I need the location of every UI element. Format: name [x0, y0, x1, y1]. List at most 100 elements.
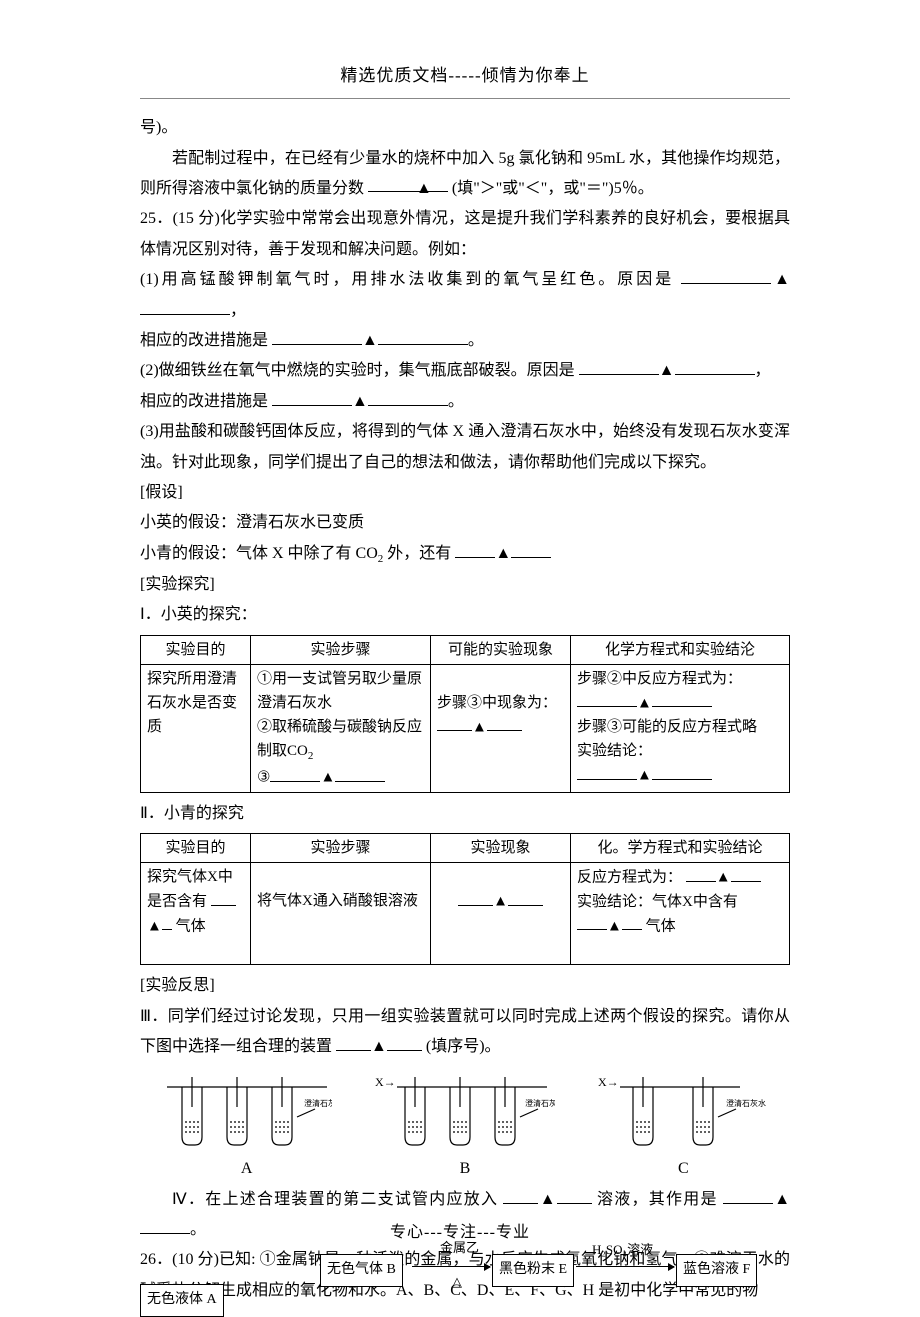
- q25-2a-text: (2)做细铁丝在氧气中燃烧的实验时，集气瓶底部破裂。原因是: [140, 362, 575, 379]
- blank-sec4b-l: [723, 1186, 773, 1204]
- diagram-a: 澄清石灰水 A: [162, 1072, 332, 1184]
- blank-t1c4c-r: [652, 763, 712, 780]
- blank-t2c1-r: [162, 914, 172, 931]
- annot-a: 澄清石灰水: [304, 1098, 332, 1108]
- para-config: 若配制过程中，在已经有少量水的烧杯中加入 5g 氯化钠和 95mL 水，其他操作…: [140, 144, 790, 205]
- x-arrow-b: X→: [375, 1075, 396, 1089]
- blank-25-1b-r: [378, 327, 468, 345]
- t1-c2: ①用一支试管另取少量原澄清石灰水 ②取稀硫酸与碳酸钠反应制取CO2 ③▲: [251, 664, 431, 792]
- config-text-b: (填"＞"或"＜"，或"＝")5％。: [452, 180, 654, 197]
- blank-t2c4a-l: [686, 865, 716, 882]
- q25-2b: 相应的改进措施是 ▲。: [140, 387, 790, 417]
- tri-2a: ▲: [659, 362, 675, 379]
- annot-b: 澄清石灰水: [525, 1098, 555, 1108]
- tri-sec4a: ▲: [538, 1191, 556, 1208]
- sec4b-text: 溶液，其作用是: [597, 1191, 718, 1208]
- blank-sec4a-l: [503, 1186, 538, 1204]
- diagram-b: X→ 澄清石灰水: [375, 1072, 555, 1184]
- blank-t2c1-l: [211, 889, 236, 906]
- hypo-xq-a: 小青的假设：气体 X 中除了有 CO: [140, 545, 378, 562]
- q25-1a: (1)用高锰酸钾制氧气时，用排水法收集到的氧气呈红色。原因是 ▲，: [140, 265, 790, 326]
- t1-h3: 可能的实验现象: [431, 635, 571, 664]
- t1-c3: 步骤③中现象为： ▲: [431, 664, 571, 792]
- sec4a-text: Ⅳ．在上述合理装置的第二支试管内应放入: [172, 1191, 498, 1208]
- tri-1b: ▲: [362, 332, 378, 349]
- table-2: 实验目的 实验步骤 实验现象 化。学方程式和实验结论 探究气体X中是否含有 ▲ …: [140, 833, 790, 965]
- t1-h2: 实验步骤: [251, 635, 431, 664]
- blank-25-2b-r: [368, 388, 448, 406]
- sec2: Ⅱ．小青的探究: [140, 799, 790, 829]
- hypo-xq: 小青的假设：气体 X 中除了有 CO2 外，还有 ▲: [140, 539, 790, 570]
- tri-sec4b: ▲: [773, 1191, 790, 1208]
- tubes-b-svg: X→ 澄清石灰水: [375, 1072, 555, 1152]
- tri-t2c3: ▲: [493, 894, 508, 910]
- t1-c1: 探究所用澄清石灰水是否变质: [141, 664, 251, 792]
- blank-t1c4a-r: [652, 691, 712, 708]
- blank-t1c3-l: [437, 715, 472, 732]
- t2-c4: 反应方程式为： ▲ 实验结论：气体X中含有 ▲ 气体: [571, 863, 790, 965]
- blank-25-1b-l: [272, 327, 362, 345]
- t1-c4c: 实验结论：: [577, 743, 652, 759]
- t2-h4: 化。学方程式和实验结论: [571, 834, 790, 863]
- q25-1b: 相应的改进措施是 ▲。: [140, 326, 790, 356]
- sec1: Ⅰ．小英的探究：: [140, 600, 790, 630]
- t1-c2c: ③: [257, 770, 270, 786]
- header-rule: [140, 98, 790, 99]
- x-arrow-c: X→: [598, 1075, 619, 1089]
- tri-sec3: ▲: [371, 1038, 387, 1055]
- t2-c3: ▲: [431, 863, 571, 965]
- t1-c2b: ②取稀硫酸与碳酸钠反应制取CO: [257, 719, 422, 759]
- blank-t1c2-r: [335, 765, 385, 782]
- diagram-row: 澄清石灰水 A X→: [140, 1072, 790, 1184]
- hypothesis-title: [假设]: [140, 478, 790, 508]
- sec3: Ⅲ．同学们经过讨论发现，只用一组实验装置就可以同时完成上述两个假设的探究。请你从…: [140, 1002, 790, 1063]
- diagram-c: X→ 澄清石灰水 C: [598, 1072, 768, 1184]
- reflect-title: [实验反思]: [140, 971, 790, 1001]
- t1-c2a: ①用一支试管另取少量原澄清石灰水: [257, 671, 422, 711]
- blank-25-1a-r: [140, 297, 230, 315]
- blank-25-2a-l: [579, 358, 659, 376]
- blank-t2c3-r: [508, 889, 543, 906]
- tri-t1c4c: ▲: [637, 768, 652, 784]
- q25-1a-text: (1)用高锰酸钾制氧气时，用排水法收集到的氧气呈红色。原因是: [140, 271, 674, 288]
- blank-hypo-r: [511, 540, 551, 558]
- blank-t1c4c-l: [577, 763, 637, 780]
- hypo-xq-b: 外，还有: [387, 545, 451, 562]
- sec3-tail: (填序号)。: [426, 1038, 501, 1055]
- tri-t2c1: ▲: [147, 918, 162, 934]
- sub-2: 2: [378, 553, 384, 565]
- t2-c4a: 反应方程式为：: [577, 870, 682, 886]
- blank-25-2b-l: [272, 388, 352, 406]
- flow-arrow-2: [576, 1266, 674, 1267]
- t2-h1: 实验目的: [141, 834, 251, 863]
- blank-25-1a-l: [681, 267, 771, 285]
- blank-sec3-r: [387, 1033, 422, 1051]
- q25-2a: (2)做细铁丝在氧气中燃烧的实验时，集气瓶底部破裂。原因是 ▲，: [140, 356, 790, 386]
- blank-t1c4a-l: [577, 691, 637, 708]
- flowchart: 无色液体 A 无色气体 B 金属乙 △ 黑色粉末 E H₂SO₄溶液 蓝色溶液 …: [140, 1228, 790, 1308]
- t1-h4: 化学方程式和实验结沦: [571, 635, 790, 664]
- blank-t1c2-l: [270, 765, 320, 782]
- q25-intro: 25．(15 分)化学实验中常常会出现意外情况，这是提升我们学科素养的良好机会，…: [140, 204, 790, 265]
- blank-sec3-l: [336, 1033, 371, 1051]
- flow-box-e: 黑色粉末 E: [492, 1254, 574, 1287]
- blank-sec4a-r: [557, 1186, 592, 1204]
- blank-t2c4c-l: [577, 914, 607, 931]
- flow-label-h2so4: H₂SO₄溶液: [592, 1238, 653, 1263]
- tri-hypo: ▲: [495, 545, 511, 562]
- tri-2b: ▲: [352, 393, 368, 410]
- label-b: B: [460, 1154, 471, 1184]
- t2-h3: 实验现象: [431, 834, 571, 863]
- t1-c4b: 步骤③可能的反应方程式略: [577, 719, 757, 735]
- blank-compare: ▲: [368, 174, 448, 192]
- flow-box-a: 无色液体 A: [140, 1284, 224, 1317]
- label-a: A: [241, 1154, 253, 1184]
- t2-c2-text: 将气体X通入硝酸银溶液: [257, 893, 418, 909]
- t2-c1b: 气体: [176, 918, 206, 934]
- page-header: 精选优质文档-----倾情为你奉上: [140, 60, 790, 92]
- t2-c2: 将气体X通入硝酸银溶液: [251, 863, 431, 965]
- blank-25-2a-r: [675, 358, 755, 376]
- tri-t1c4a: ▲: [637, 695, 652, 711]
- tri-t1c3: ▲: [472, 719, 487, 735]
- blank-t1c3-r: [487, 715, 522, 732]
